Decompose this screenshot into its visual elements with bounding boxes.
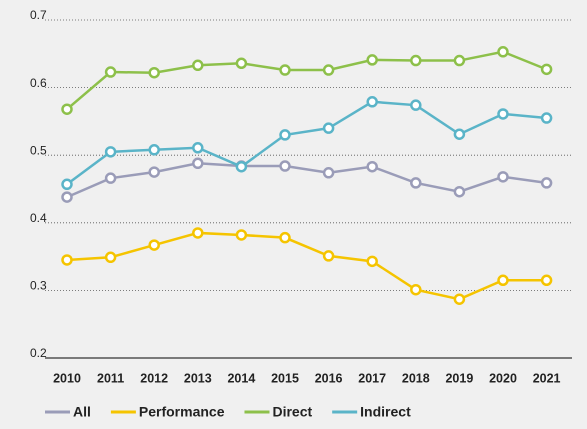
- data-point: [540, 274, 553, 287]
- data-point: [104, 172, 117, 184]
- series-line: [66, 100, 547, 186]
- data-point: [497, 274, 509, 287]
- data-point: [235, 160, 248, 173]
- data-point: [192, 142, 204, 154]
- data-point: [540, 112, 553, 124]
- data-point: [497, 46, 509, 58]
- data-point: [192, 227, 204, 239]
- data-point: [148, 239, 160, 251]
- data-point: [61, 178, 73, 191]
- data-point: [279, 129, 291, 141]
- x-tick-label: 2015: [271, 371, 299, 385]
- data-point: [322, 64, 335, 76]
- x-tick-label: 2020: [489, 371, 517, 385]
- y-tick-label: 0.7: [30, 8, 47, 22]
- data-point: [540, 177, 553, 189]
- data-point: [61, 254, 73, 266]
- legend-label: Indirect: [360, 404, 411, 420]
- x-tick-label: 2018: [402, 371, 430, 385]
- x-tick-label: 2013: [184, 371, 212, 385]
- data-point: [148, 166, 160, 178]
- series-line: [66, 162, 547, 199]
- data-point: [410, 283, 422, 296]
- data-point: [497, 171, 509, 183]
- legend-label: Performance: [139, 404, 225, 420]
- legend-label: Direct: [272, 404, 312, 420]
- data-point: [453, 128, 466, 140]
- y-tick-label: 0.4: [30, 211, 47, 225]
- data-point: [366, 54, 378, 66]
- data-point: [410, 99, 422, 111]
- x-tick-label: 2014: [227, 371, 255, 385]
- data-point: [279, 64, 291, 76]
- data-point: [61, 191, 73, 203]
- x-tick-label: 2017: [358, 371, 386, 385]
- y-tick-label: 0.3: [30, 279, 47, 293]
- data-point: [366, 255, 378, 268]
- x-tick-label: 2019: [445, 371, 473, 385]
- data-point: [453, 293, 466, 305]
- data-point: [104, 251, 117, 264]
- x-tick-label: 2016: [315, 371, 343, 385]
- y-tick-label: 0.6: [30, 76, 47, 90]
- x-tick-label: 2012: [140, 371, 168, 385]
- data-point: [366, 160, 378, 173]
- data-point: [279, 160, 291, 172]
- data-point: [235, 229, 248, 241]
- data-point: [453, 54, 466, 67]
- legend-label: All: [73, 404, 91, 420]
- data-point: [61, 103, 73, 115]
- x-tick-label: 2021: [533, 371, 561, 385]
- data-point: [104, 66, 117, 78]
- data-point: [410, 177, 422, 189]
- data-point: [192, 157, 204, 170]
- series-line: [66, 50, 548, 111]
- data-point: [366, 96, 378, 108]
- data-point: [453, 185, 466, 198]
- data-point: [104, 146, 117, 158]
- y-tick-label: 0.5: [30, 143, 47, 157]
- data-point: [148, 144, 160, 156]
- data-point: [540, 63, 553, 76]
- data-point: [322, 122, 335, 134]
- data-point: [279, 231, 291, 244]
- data-point: [235, 57, 248, 70]
- data-point: [497, 108, 509, 120]
- data-point: [322, 250, 335, 262]
- data-point: [322, 167, 335, 179]
- data-point: [148, 66, 160, 79]
- x-tick-label: 2011: [97, 371, 124, 385]
- x-tick-label: 2010: [53, 371, 81, 385]
- data-point: [192, 59, 204, 72]
- series-line: [66, 231, 547, 301]
- data-point: [410, 54, 422, 67]
- y-tick-label: 0.2: [30, 346, 47, 360]
